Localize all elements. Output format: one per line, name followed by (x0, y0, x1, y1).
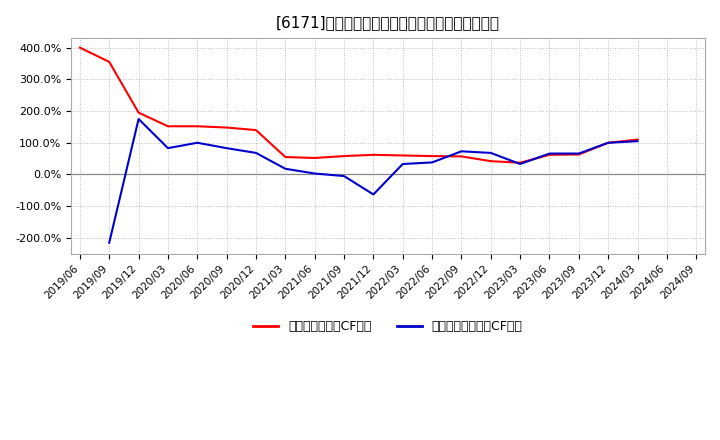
Title: [6171]　有利子負債キャッシュフロー比率の推移: [6171] 有利子負債キャッシュフロー比率の推移 (276, 15, 500, 30)
Legend: 有利子負債営業CF比率, 有利子負債フリーCF比率: 有利子負債営業CF比率, 有利子負債フリーCF比率 (248, 315, 528, 338)
